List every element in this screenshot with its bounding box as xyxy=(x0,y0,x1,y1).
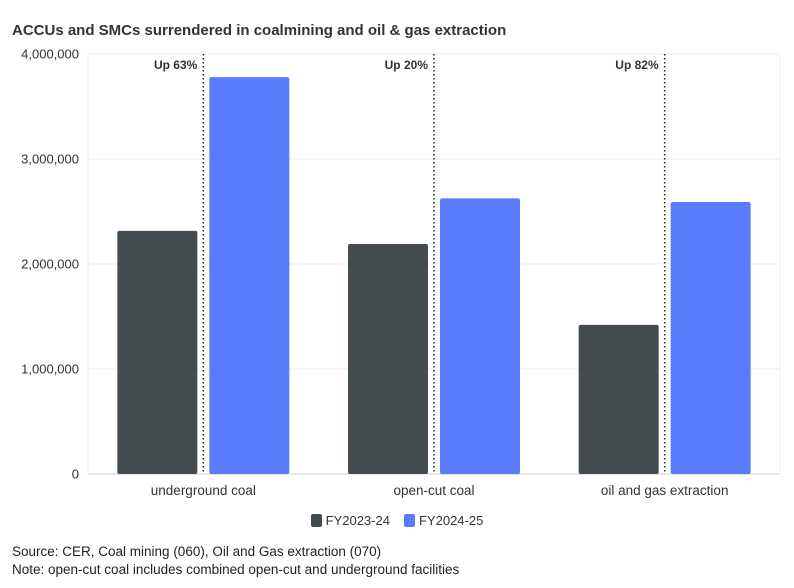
legend-label-series-1: FY2023-24 xyxy=(325,513,390,528)
y-tick-label: 3,000,000 xyxy=(21,152,79,167)
y-tick-label: 0 xyxy=(72,467,79,482)
bar-chart: 0 1,000,000 2,000,000 3,000,000 4,000,000 Up… xyxy=(21,47,781,498)
bar-2-1[interactable] xyxy=(209,77,290,474)
annotation-label: Up 82% xyxy=(615,58,659,72)
x-tick-label: open-cut coal xyxy=(393,483,474,498)
source-note: Source: CER, Coal mining (060), Oil and … xyxy=(12,544,382,559)
legend-label-series-2: FY2024-25 xyxy=(419,513,484,528)
bar-1-1[interactable] xyxy=(117,230,198,474)
bar-2-2[interactable] xyxy=(440,198,520,474)
annotation-label: Up 20% xyxy=(385,58,429,72)
legend-item-series-1[interactable]: FY2023-24 xyxy=(310,513,390,528)
bar-2-3[interactable] xyxy=(670,202,751,475)
y-tick-label: 2,000,000 xyxy=(21,257,79,272)
legend-swatch-series-1 xyxy=(310,514,322,527)
y-tick-label: 4,000,000 xyxy=(21,47,79,62)
bar-1-2[interactable] xyxy=(348,244,428,474)
annotation-label: Up 63% xyxy=(154,58,198,72)
legend-swatch-series-2 xyxy=(404,514,415,527)
footnote: Note: open-cut coal includes combined op… xyxy=(12,562,460,577)
legend: FY2023-24 FY2024-25 xyxy=(0,513,794,528)
y-tick-label: 1,000,000 xyxy=(21,362,79,377)
legend-item-series-2[interactable]: FY2024-25 xyxy=(404,513,483,528)
bar-1-3[interactable] xyxy=(578,324,659,474)
x-tick-label: oil and gas extraction xyxy=(601,483,729,498)
chart-title: ACCUs and SMCs surrendered in coalmining… xyxy=(12,22,507,39)
x-tick-label: underground coal xyxy=(151,483,256,498)
